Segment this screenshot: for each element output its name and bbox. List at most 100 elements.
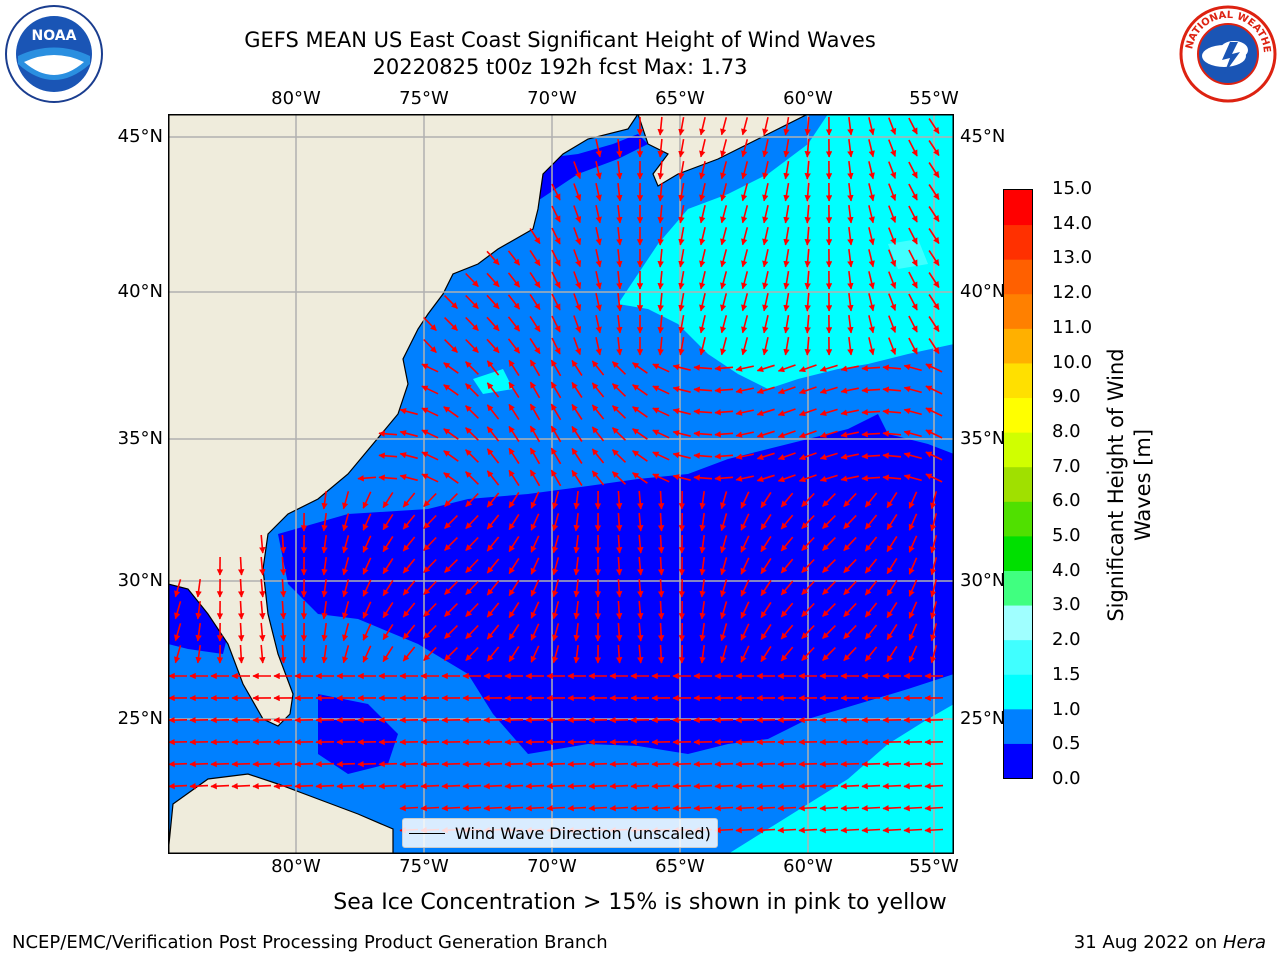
wind-wave-arrow (552, 535, 560, 554)
wind-wave-arrow (843, 624, 857, 640)
wind-wave-arrow (740, 601, 750, 619)
wind-wave-arrow (465, 427, 479, 441)
colorbar-segment (1004, 570, 1032, 606)
wind-wave-arrow (504, 782, 524, 790)
wind-wave-arrow (888, 271, 897, 289)
wind-wave-arrow (657, 644, 665, 664)
wind-wave-arrow (462, 760, 482, 768)
wind-wave-arrow (924, 760, 944, 768)
wind-wave-arrow (678, 226, 685, 246)
wind-wave-arrow (868, 293, 875, 312)
wind-wave-arrow (483, 804, 503, 812)
wind-wave-arrow (259, 600, 266, 620)
wind-wave-arrow (486, 470, 500, 486)
wind-wave-arrow (508, 623, 520, 641)
wind-wave-arrow (591, 360, 605, 376)
wind-wave-arrow (840, 475, 859, 482)
wind-wave-arrow (382, 601, 394, 619)
wind-wave-arrow (550, 381, 562, 399)
wind-wave-arrow (573, 579, 580, 598)
wind-wave-arrow (678, 138, 685, 158)
wind-wave-arrow (861, 453, 881, 460)
wind-wave-arrow (529, 359, 541, 377)
wind-wave-arrow (780, 492, 794, 508)
wind-wave-arrow (714, 475, 734, 482)
wind-wave-arrow (321, 534, 328, 554)
wind-wave-arrow (840, 365, 859, 372)
wind-wave-arrow (780, 558, 794, 574)
wind-wave-arrow (421, 407, 439, 417)
wind-wave-arrow (637, 512, 644, 532)
wind-wave-arrow (443, 406, 459, 418)
colorbar-segment (1004, 362, 1032, 399)
wind-wave-arrow (657, 622, 665, 642)
wind-wave-arrow (657, 314, 664, 334)
wind-wave-arrow (822, 537, 836, 551)
wind-wave-arrow (908, 271, 918, 289)
wind-wave-arrow (551, 227, 561, 245)
wind-wave-arrow (657, 512, 665, 532)
wind-wave-arrow (362, 513, 372, 531)
wind-wave-arrow (928, 294, 940, 311)
wind-wave-arrow (843, 646, 857, 662)
wind-wave-arrow (637, 578, 644, 598)
wind-wave-arrow (756, 386, 775, 395)
wind-wave-arrow (740, 535, 750, 553)
wind-wave-arrow (756, 474, 775, 483)
wind-wave-arrow (294, 760, 314, 768)
colorbar-tick: 6.0 (1052, 490, 1081, 512)
wind-wave-arrow (798, 804, 818, 812)
wind-wave-arrow (552, 623, 560, 642)
wind-wave-arrow (632, 472, 648, 484)
wind-wave-arrow (652, 407, 670, 417)
wind-wave-arrow (573, 161, 582, 180)
wind-wave-arrow (382, 579, 394, 597)
wind-wave-arrow (847, 117, 854, 136)
wind-wave-arrow (783, 204, 790, 224)
wind-wave-arrow (551, 205, 561, 223)
wind-wave-arrow (465, 449, 479, 463)
wind-wave-arrow (588, 804, 608, 812)
wind-wave-arrow (777, 408, 796, 417)
wind-wave-arrow (762, 117, 769, 136)
colorbar-segment (1004, 639, 1032, 675)
wind-wave-arrow (868, 315, 875, 334)
lat-tick-left: 35°N (117, 428, 163, 449)
wind-wave-arrow (342, 535, 350, 554)
wind-wave-arrow (930, 579, 938, 598)
wind-wave-arrow (507, 316, 521, 332)
wind-wave-arrow (762, 337, 769, 356)
wind-wave-arrow (573, 513, 580, 532)
wind-wave-arrow (693, 386, 713, 393)
wind-wave-arrow (571, 359, 583, 376)
wind-wave-arrow (567, 760, 587, 768)
wind-wave-arrow (483, 760, 503, 768)
wind-wave-arrow (652, 473, 670, 483)
wind-wave-arrow (760, 645, 772, 663)
wind-wave-arrow (382, 645, 394, 663)
wind-wave-arrow (530, 535, 540, 553)
wind-wave-arrow (741, 315, 749, 334)
wind-wave-arrow (741, 227, 749, 246)
wind-wave-arrow (819, 364, 838, 372)
wind-wave-arrow (402, 580, 416, 596)
land-cuba (168, 773, 394, 854)
wind-wave-arrow (925, 407, 943, 417)
wind-wave-arrow (720, 205, 728, 224)
wind-wave-arrow (465, 602, 479, 618)
wind-wave-arrow (189, 760, 209, 768)
wind-wave-arrow (861, 782, 881, 790)
wind-wave-arrow (595, 183, 602, 202)
wind-wave-arrow (783, 160, 790, 180)
wind-wave-arrow (508, 491, 520, 509)
wind-wave-arrow (362, 645, 372, 663)
colorbar-tick: 9.0 (1052, 386, 1081, 408)
colorbar-tick: 2.0 (1052, 629, 1081, 651)
wind-wave-arrow (868, 117, 875, 136)
wind-wave-arrow (652, 429, 670, 439)
wind-wave-arrow (465, 272, 479, 288)
noaa-logo: NOAA (5, 5, 103, 103)
wind-wave-arrow (819, 430, 838, 438)
wind-wave-arrow (550, 469, 562, 487)
wind-wave-arrow (616, 644, 623, 664)
